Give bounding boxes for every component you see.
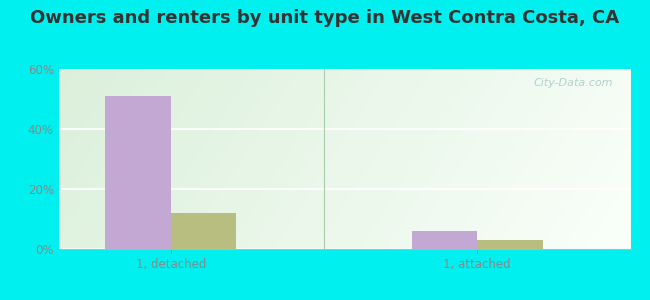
- Bar: [412, 231, 477, 249]
- Text: City-Data.com: City-Data.com: [534, 78, 614, 88]
- Bar: [105, 96, 171, 249]
- Text: Owners and renters by unit type in West Contra Costa, CA: Owners and renters by unit type in West …: [31, 9, 619, 27]
- Bar: [171, 213, 236, 249]
- Bar: [477, 240, 543, 249]
